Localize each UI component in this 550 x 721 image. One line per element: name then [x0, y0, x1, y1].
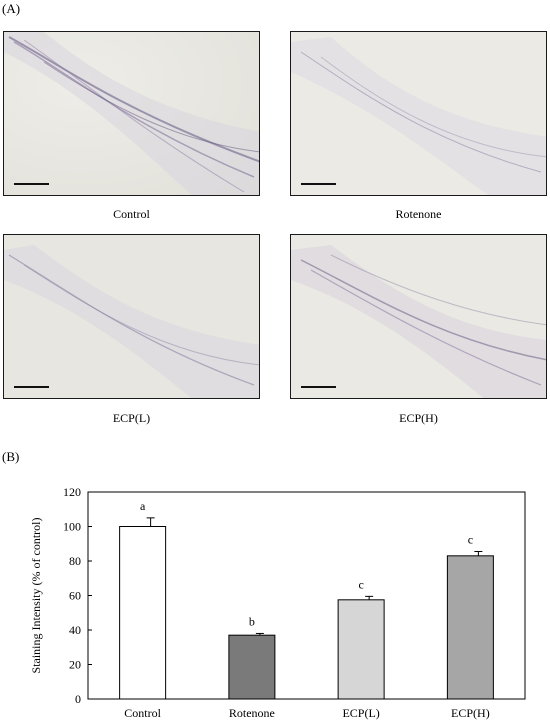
scale-bar — [301, 183, 336, 185]
y-tick-label: 60 — [69, 589, 81, 603]
bar — [446, 555, 494, 700]
micrograph-image — [4, 235, 259, 398]
micrograph-caption: ECP(L) — [112, 411, 151, 425]
bar — [119, 526, 167, 700]
x-tick-label: Rotenone — [229, 706, 275, 720]
x-tick-label: ECP(L) — [342, 706, 379, 720]
y-axis: 0 20 40 60 80 100 120 — [63, 485, 92, 706]
micrograph-caption: Rotenone — [395, 207, 442, 221]
x-tick-label: Control — [124, 706, 161, 720]
bars: a b c c — [119, 499, 494, 700]
scale-bar — [301, 386, 336, 388]
panel-a-label: (A) — [2, 1, 21, 16]
bar — [228, 634, 276, 700]
micrograph-rotenone — [290, 31, 547, 196]
bar — [337, 599, 385, 700]
y-tick-label: 100 — [63, 520, 81, 534]
micrograph-ecp-h — [290, 234, 547, 399]
significance-letter: a — [140, 499, 146, 513]
y-tick-label: 20 — [69, 658, 81, 672]
micrograph-image — [291, 32, 546, 195]
y-tick-label: 40 — [69, 623, 81, 637]
significance-letter: b — [249, 614, 255, 628]
scale-bar — [14, 183, 49, 185]
bar-chart: 0 20 40 60 80 100 120 a b c c Control Rotenone ECP(… — [29, 485, 526, 720]
y-tick-label: 120 — [63, 485, 81, 499]
significance-letter: c — [358, 577, 363, 591]
micrograph-control — [3, 31, 260, 196]
y-tick-label: 80 — [69, 554, 81, 568]
y-tick-label: 0 — [75, 692, 81, 706]
x-axis-labels: Control Rotenone ECP(L) ECP(H) — [124, 706, 489, 720]
micrograph-image — [291, 235, 546, 398]
micrograph-ecp-l — [3, 234, 260, 399]
scale-bar — [14, 386, 49, 388]
y-axis-label: Staining Intensity (% of control) — [29, 518, 43, 674]
micrograph-caption: Control — [113, 207, 150, 221]
micrograph-caption: ECP(H) — [399, 411, 438, 425]
x-tick-label: ECP(H) — [451, 706, 490, 720]
significance-letter: c — [468, 533, 473, 547]
panel-b-label: (B) — [2, 449, 20, 464]
micrograph-image — [4, 32, 259, 195]
